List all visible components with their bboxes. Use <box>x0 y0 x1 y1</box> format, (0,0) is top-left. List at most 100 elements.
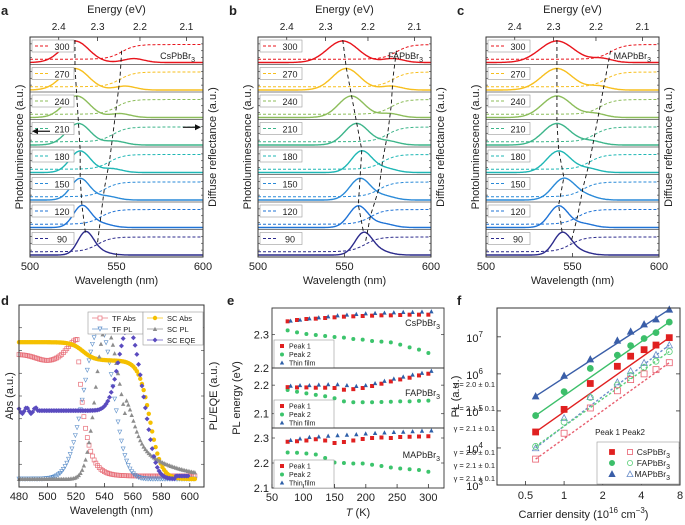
x-tick-label: 4 <box>638 490 644 502</box>
data-point-sc-eqe <box>136 361 142 367</box>
data-point-peak-2 <box>398 342 403 347</box>
data-point-tf-pl <box>64 460 70 466</box>
data-point-sc-pl <box>127 407 133 412</box>
legend-marker <box>152 315 158 321</box>
fit-line <box>535 308 670 397</box>
pl-curve-270K <box>258 67 431 91</box>
data-point-sc-abs <box>141 387 146 393</box>
reflectance-curve-120K <box>486 209 659 225</box>
legend-marker <box>626 470 634 477</box>
data-point-peak-1 <box>323 438 328 443</box>
data-point-thin-film <box>410 309 415 314</box>
data-point-tf-pl <box>88 349 94 355</box>
data-point-thin-film <box>354 311 359 316</box>
data-point-peak-2 <box>332 335 337 339</box>
y-axis-label-left: Photoluminescence (a.u.) <box>470 85 482 210</box>
temp-legend-box <box>487 149 531 163</box>
data-point-thin-film <box>410 429 415 434</box>
top-tick-label: 2.1 <box>635 22 649 33</box>
data-point-peak-2 <box>360 337 365 342</box>
y-tick-label: 107 <box>466 330 483 345</box>
data-point-peak-2 <box>407 345 412 350</box>
data-point-peak-2 <box>341 399 346 404</box>
data-point-peak-1 <box>407 312 412 317</box>
data-point-peak-2 <box>323 456 328 460</box>
data-point-peak-2 <box>370 339 375 343</box>
y-axis-label: PL (a.u.) <box>450 376 462 418</box>
data-point-sc-eqe <box>105 398 111 404</box>
data-point-thin-film <box>372 380 378 386</box>
reflectance-curve-240K <box>258 99 431 115</box>
reflectance-curve-210K <box>30 126 203 143</box>
top-tick-label: 2.2 <box>133 22 147 33</box>
top-axis-label: Energy (eV) <box>543 4 602 16</box>
temp-label: 90 <box>513 235 523 245</box>
data-point-tf-abs <box>83 425 88 431</box>
data-point-tf-pl <box>72 433 78 439</box>
x-tick-label: 520 <box>67 491 85 503</box>
data-point-tf-pl <box>125 463 131 469</box>
temp-label: 90 <box>57 235 67 245</box>
data-point-thin-film <box>382 310 387 315</box>
legend-marker <box>280 472 284 477</box>
data-point <box>586 392 595 401</box>
data-point-tf-pl <box>66 456 72 462</box>
top-axis-label: Energy (eV) <box>315 4 374 16</box>
x-tick-label: 550 <box>563 261 581 273</box>
gamma-label: γ = 2.0 ± 0.1 <box>454 448 495 457</box>
reflectance-curve-180K <box>486 154 659 170</box>
y-tick-label: 2.1 <box>254 483 269 495</box>
data-point <box>627 342 635 349</box>
gamma-label: γ = 2.1 ± 0.1 <box>454 461 495 470</box>
temp-label: 210 <box>282 125 297 135</box>
data-point-thin-film <box>419 309 425 314</box>
legend-marker <box>609 449 615 455</box>
data-point-thin-film <box>288 383 293 388</box>
data-point-peak-1 <box>323 316 328 320</box>
data-point-sc-pl <box>115 371 121 376</box>
data-point-sc-pl <box>136 433 141 439</box>
x-tick-label: 600 <box>650 261 668 273</box>
data-point-sc-abs <box>192 476 198 482</box>
data-point-thin-film <box>297 436 303 441</box>
legend-marker <box>627 459 634 466</box>
data-point-peak-1 <box>379 381 384 386</box>
data-point-peak-1 <box>351 314 356 319</box>
data-point-peak-2 <box>323 394 328 399</box>
legend-marker <box>627 449 633 455</box>
data-point-thin-film <box>344 312 350 317</box>
pl-curve-150K <box>486 177 659 201</box>
x-tick-label: 200 <box>357 492 375 504</box>
data-point-sc-pl <box>109 335 114 340</box>
legend-marker <box>608 470 616 477</box>
fit-line <box>535 337 670 433</box>
data-point-peak-2 <box>407 467 412 472</box>
data-point-sc-eqe <box>113 368 119 374</box>
data-point-peak-1 <box>351 387 356 392</box>
temp-label: 120 <box>510 207 525 217</box>
data-point <box>665 348 673 355</box>
x-tick-label: 500 <box>249 261 267 273</box>
y-axis-label: PL energy (eV) <box>231 361 243 435</box>
data-point-thin-film <box>401 374 406 379</box>
x-axis-label: Wavelength (nm) <box>531 275 614 287</box>
data-point-peak-1 <box>341 440 346 444</box>
x-axis-label: Wavelength (nm) <box>303 275 386 287</box>
data-point-peak-2 <box>388 465 393 470</box>
data-point-peak-2 <box>379 339 384 344</box>
data-point <box>532 443 540 450</box>
temp-label: 300 <box>282 42 297 52</box>
temp-label: 270 <box>282 70 297 80</box>
legend-marker <box>280 352 284 357</box>
data-point-peak-1 <box>304 438 309 443</box>
pl-curve-300K <box>486 40 659 64</box>
reflectance-curve-210K <box>258 126 431 143</box>
temp-label: 180 <box>54 152 69 162</box>
top-tick-label: 2.4 <box>508 22 522 33</box>
legend-marker <box>279 360 285 365</box>
pl-curve-120K <box>486 204 659 229</box>
x-axis-label: Wavelength (nm) <box>70 505 153 517</box>
data-point <box>613 336 622 344</box>
